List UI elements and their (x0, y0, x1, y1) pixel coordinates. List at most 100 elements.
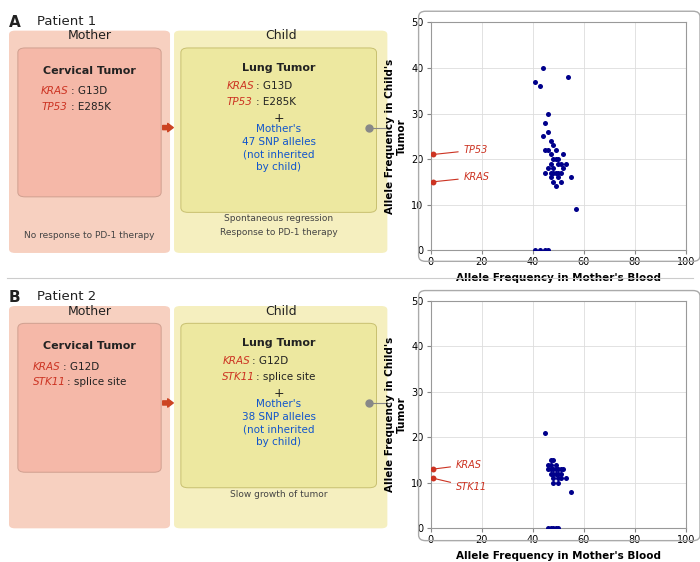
Point (555, 159, 566, 168)
Point (545, 150, 557, 159)
Text: (not inherited: (not inherited (243, 425, 314, 435)
Point (550, 524, 561, 533)
Text: : G13D: : G13D (256, 81, 292, 91)
Point (547, 469, 559, 478)
Point (542, 524, 554, 533)
Text: Mother's: Mother's (256, 124, 301, 134)
Point (545, 465, 557, 474)
Text: by child): by child) (256, 162, 301, 172)
Text: Mother: Mother (67, 305, 111, 318)
Point (428, 474, 439, 483)
Point (545, 455, 557, 464)
Point (550, 168, 561, 177)
Text: Patient 2: Patient 2 (37, 291, 97, 303)
Point (553, 159, 564, 168)
Point (428, 150, 439, 159)
Point (553, 474, 564, 483)
Text: Cervical Tumor: Cervical Tumor (43, 341, 136, 351)
Point (540, 168, 551, 177)
Text: Child: Child (265, 305, 297, 318)
Point (553, 168, 564, 177)
Point (540, 246, 551, 255)
Point (566, 487, 577, 496)
Point (545, 469, 557, 478)
Point (547, 178, 559, 187)
Text: No response to PD-1 therapy: No response to PD-1 therapy (25, 231, 155, 240)
Point (545, 524, 557, 533)
Text: Child: Child (265, 29, 297, 42)
Point (553, 465, 564, 474)
Point (550, 460, 561, 469)
Point (547, 155, 559, 164)
Text: : splice site: : splice site (66, 377, 126, 387)
Text: TP53: TP53 (226, 97, 252, 107)
Point (530, 77, 541, 86)
Text: Cervical Tumor: Cervical Tumor (43, 66, 136, 75)
Text: 47 SNP alleles: 47 SNP alleles (241, 137, 316, 147)
Point (542, 146, 554, 155)
Y-axis label: Allele Frequency in Child's
Tumor: Allele Frequency in Child's Tumor (386, 58, 407, 214)
Point (542, 460, 554, 469)
Point (566, 173, 577, 182)
Text: : G12D: : G12D (252, 356, 288, 366)
FancyBboxPatch shape (181, 48, 377, 212)
Text: Patient 1: Patient 1 (37, 15, 97, 28)
Point (542, 465, 554, 474)
Point (553, 478, 564, 487)
Point (538, 64, 549, 72)
Y-axis label: Allele Frequency in Child's
Tumor: Allele Frequency in Child's Tumor (386, 337, 407, 492)
Text: by child): by child) (256, 437, 301, 447)
Point (550, 146, 561, 155)
Point (555, 469, 566, 478)
Point (542, 164, 554, 173)
Point (558, 164, 569, 173)
Text: : E285K: : E285K (71, 102, 111, 112)
Point (560, 159, 571, 168)
Point (550, 182, 561, 191)
Text: 38 SNP alleles: 38 SNP alleles (241, 412, 316, 422)
FancyBboxPatch shape (9, 306, 170, 528)
Text: +: + (274, 112, 284, 125)
Point (428, 178, 439, 187)
Text: Response to PD-1 therapy: Response to PD-1 therapy (220, 228, 337, 237)
Point (555, 474, 566, 483)
Text: : E285K: : E285K (256, 97, 295, 107)
Point (555, 168, 566, 177)
Point (545, 137, 557, 146)
Text: KRAS: KRAS (33, 361, 61, 371)
Text: : splice site: : splice site (256, 372, 315, 382)
FancyBboxPatch shape (174, 30, 387, 253)
Point (547, 168, 559, 177)
FancyBboxPatch shape (181, 323, 377, 488)
Point (553, 524, 564, 533)
Point (547, 164, 559, 173)
Point (535, 81, 546, 90)
Point (547, 141, 559, 150)
Point (542, 246, 554, 255)
FancyArrowPatch shape (162, 399, 174, 407)
Text: A: A (9, 15, 21, 30)
FancyBboxPatch shape (18, 323, 161, 472)
Text: KRAS: KRAS (226, 81, 254, 91)
X-axis label: Allele Frequency in Mother's Blood: Allele Frequency in Mother's Blood (456, 551, 661, 561)
Text: +: + (274, 387, 284, 401)
Point (542, 127, 554, 136)
Text: KRAS: KRAS (41, 86, 69, 96)
FancyBboxPatch shape (174, 306, 387, 528)
Point (530, 246, 541, 255)
Text: TP53: TP53 (41, 102, 67, 112)
Point (550, 155, 561, 164)
Text: Slow growth of tumor: Slow growth of tumor (230, 490, 328, 498)
Point (540, 146, 551, 155)
Text: Lung Tumor: Lung Tumor (242, 338, 316, 348)
Text: : G12D: : G12D (62, 361, 99, 371)
Text: KRAS: KRAS (223, 356, 250, 366)
Text: Lung Tumor: Lung Tumor (242, 63, 316, 73)
Point (545, 159, 557, 168)
FancyArrowPatch shape (162, 124, 174, 132)
Point (560, 474, 571, 483)
Point (555, 178, 566, 187)
Text: STK11: STK11 (33, 377, 66, 387)
Point (550, 465, 561, 474)
Point (553, 155, 564, 164)
